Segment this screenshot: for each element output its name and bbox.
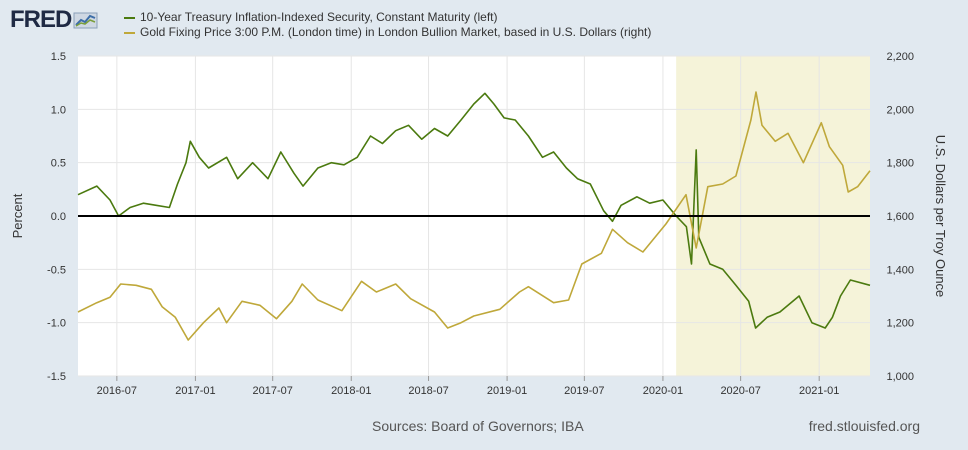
- y-left-tick-label: 1.0: [51, 104, 66, 116]
- legend-label-gold: Gold Fixing Price 3:00 P.M. (London time…: [140, 25, 652, 39]
- fred-logo-text: FRED: [10, 6, 72, 33]
- y-right-tick-label: 2,000: [886, 104, 914, 116]
- legend-item-gold[interactable]: Gold Fixing Price 3:00 P.M. (London time…: [124, 25, 651, 40]
- y-left-tick-label: -1.5: [47, 371, 66, 383]
- y-axis-left-label: Percent: [10, 193, 25, 238]
- x-tick-label: 2018-07: [408, 385, 448, 397]
- x-tick-label: 2020-07: [720, 385, 760, 397]
- x-tick-label: 2018-01: [331, 385, 371, 397]
- fred-logo[interactable]: FRED: [10, 6, 99, 34]
- y-left-tick-label: -0.5: [47, 264, 66, 276]
- series-line-tips[interactable]: [77, 92, 871, 329]
- y-left-tick-label: 0.5: [51, 158, 66, 170]
- x-tick-label: 2017-07: [253, 385, 293, 397]
- y-right-tick-label: 1,600: [886, 211, 914, 223]
- series-line-gold[interactable]: [77, 91, 871, 341]
- y-right-tick-label: 1,400: [886, 264, 914, 276]
- chart-icon: [73, 12, 98, 29]
- x-tick-label: 2021-01: [799, 385, 839, 397]
- y-left-tick-label: -1.0: [47, 318, 66, 330]
- x-tick-label: 2019-01: [487, 385, 527, 397]
- y-left-tick-label: 1.5: [51, 51, 66, 63]
- y-right-tick-label: 2,200: [886, 51, 914, 63]
- legend-swatch-tips: [124, 16, 135, 19]
- legend-label-tips: 10-Year Treasury Inflation-Indexed Secur…: [140, 10, 498, 24]
- y-right-tick-label: 1,200: [886, 318, 914, 330]
- legend-swatch-gold: [124, 31, 135, 34]
- y-left-tick-label: 0.0: [51, 211, 66, 223]
- y-right-tick-label: 1,800: [886, 158, 914, 170]
- sources-text: Sources: Board of Governors; IBA: [372, 418, 584, 434]
- x-tick-label: 2020-01: [643, 385, 683, 397]
- chart-legend: 10-Year Treasury Inflation-Indexed Secur…: [124, 10, 651, 40]
- x-tick-label: 2017-01: [175, 385, 215, 397]
- fred-url-link[interactable]: fred.stlouisfed.org: [808, 418, 920, 434]
- legend-item-tips[interactable]: 10-Year Treasury Inflation-Indexed Secur…: [124, 10, 651, 25]
- y-right-tick-label: 1,000: [886, 371, 914, 383]
- y-axis-right-label: U.S. Dollars per Troy Ounce: [933, 135, 948, 298]
- x-tick-label: 2019-07: [564, 385, 604, 397]
- x-tick-label: 2016-07: [97, 385, 137, 397]
